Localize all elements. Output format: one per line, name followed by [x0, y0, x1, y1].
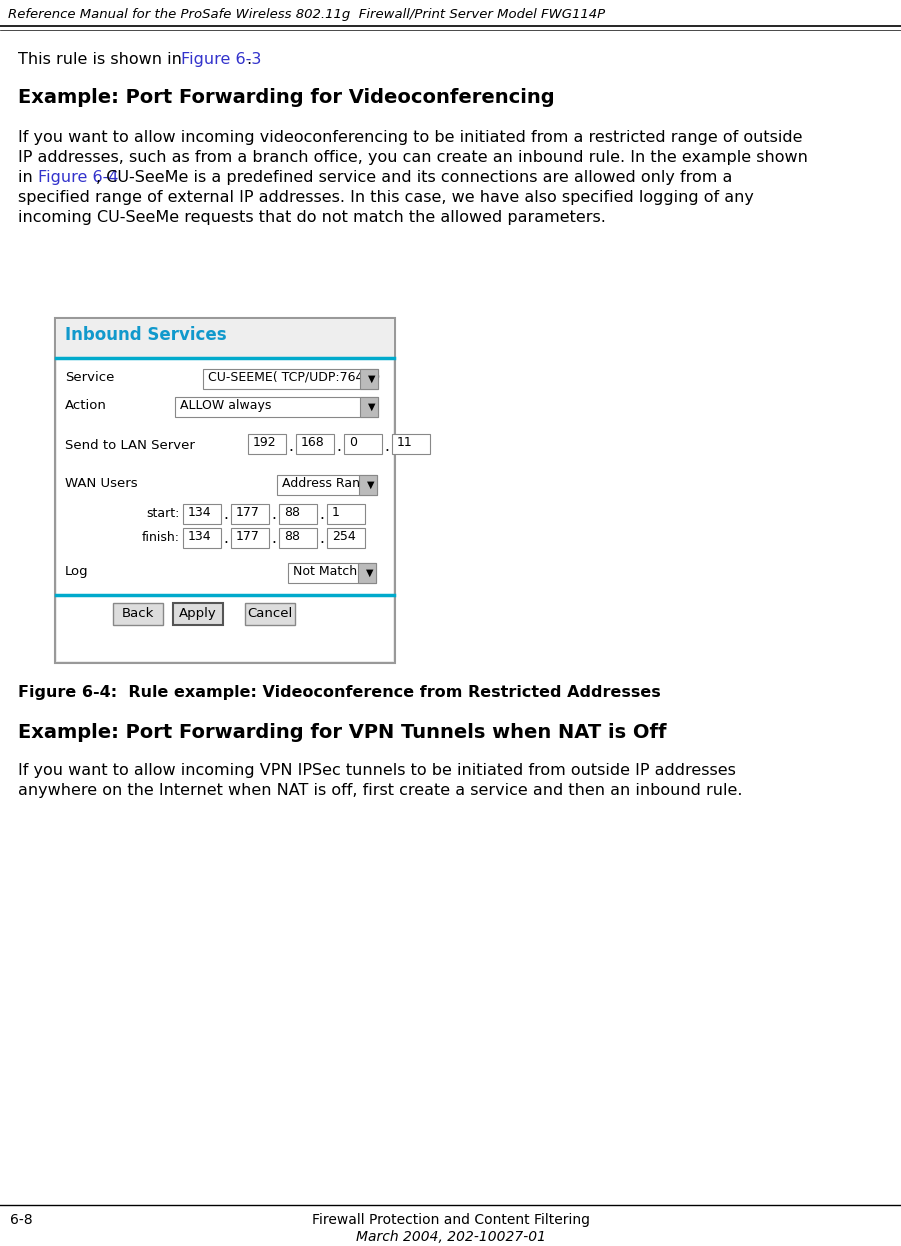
- FancyBboxPatch shape: [203, 369, 378, 389]
- FancyBboxPatch shape: [279, 528, 317, 548]
- Text: CU-SEEME( TCP/UDP:7648 ): CU-SEEME( TCP/UDP:7648 ): [208, 371, 380, 384]
- Text: Address Range: Address Range: [282, 477, 376, 490]
- Text: 177: 177: [236, 530, 259, 543]
- Text: specified range of external IP addresses. In this case, we have also specified l: specified range of external IP addresses…: [18, 189, 754, 206]
- Text: 134: 134: [188, 506, 212, 520]
- FancyBboxPatch shape: [360, 397, 378, 417]
- Text: .: .: [271, 507, 276, 522]
- Text: Not Match: Not Match: [293, 564, 357, 578]
- FancyBboxPatch shape: [359, 475, 377, 495]
- FancyBboxPatch shape: [173, 603, 223, 625]
- FancyBboxPatch shape: [55, 318, 395, 663]
- FancyBboxPatch shape: [279, 503, 317, 525]
- Text: March 2004, 202-10027-01: March 2004, 202-10027-01: [356, 1230, 545, 1244]
- FancyBboxPatch shape: [344, 434, 382, 454]
- Text: Service: Service: [65, 371, 114, 384]
- FancyBboxPatch shape: [245, 603, 295, 625]
- Text: 168: 168: [301, 436, 324, 449]
- Text: , CU-SeeMe is a predefined service and its connections are allowed only from a: , CU-SeeMe is a predefined service and i…: [96, 169, 733, 184]
- Text: If you want to allow incoming VPN IPSec tunnels to be initiated from outside IP : If you want to allow incoming VPN IPSec …: [18, 763, 736, 778]
- FancyBboxPatch shape: [231, 528, 269, 548]
- Text: 1: 1: [332, 506, 340, 520]
- FancyBboxPatch shape: [392, 434, 430, 454]
- Text: ▼: ▼: [367, 480, 375, 490]
- Text: This rule is shown in: This rule is shown in: [18, 52, 187, 67]
- Text: 254: 254: [332, 530, 356, 543]
- Text: Apply: Apply: [179, 607, 217, 621]
- Text: .: .: [319, 531, 323, 546]
- Text: .: .: [271, 531, 276, 546]
- Text: .: .: [384, 439, 389, 454]
- Text: Cancel: Cancel: [248, 607, 293, 621]
- FancyBboxPatch shape: [56, 319, 394, 358]
- Text: 134: 134: [188, 530, 212, 543]
- FancyBboxPatch shape: [327, 528, 365, 548]
- Text: WAN Users: WAN Users: [65, 477, 138, 490]
- FancyBboxPatch shape: [113, 603, 163, 625]
- FancyBboxPatch shape: [358, 563, 376, 583]
- Text: incoming CU-SeeMe requests that do not match the allowed parameters.: incoming CU-SeeMe requests that do not m…: [18, 211, 605, 226]
- Text: ALLOW always: ALLOW always: [180, 399, 271, 412]
- Text: .: .: [223, 531, 228, 546]
- FancyBboxPatch shape: [183, 503, 221, 525]
- Text: Action: Action: [65, 399, 107, 412]
- Text: 11: 11: [397, 436, 413, 449]
- Text: Send to LAN Server: Send to LAN Server: [65, 439, 195, 452]
- FancyBboxPatch shape: [248, 434, 286, 454]
- Text: Figure 6-3: Figure 6-3: [181, 52, 261, 67]
- Text: Reference Manual for the ProSafe Wireless 802.11g  Firewall/Print Server Model F: Reference Manual for the ProSafe Wireles…: [8, 7, 605, 21]
- Text: .: .: [223, 507, 228, 522]
- Text: in: in: [18, 169, 38, 184]
- Text: Firewall Protection and Content Filtering: Firewall Protection and Content Filterin…: [312, 1214, 589, 1227]
- Text: IP addresses, such as from a branch office, you can create an inbound rule. In t: IP addresses, such as from a branch offi…: [18, 150, 808, 164]
- Text: anywhere on the Internet when NAT is off, first create a service and then an inb: anywhere on the Internet when NAT is off…: [18, 782, 742, 797]
- Text: .: .: [288, 439, 293, 454]
- Text: .: .: [336, 439, 341, 454]
- Text: 0: 0: [349, 436, 357, 449]
- Text: Example: Port Forwarding for Videoconferencing: Example: Port Forwarding for Videoconfer…: [18, 88, 555, 107]
- FancyBboxPatch shape: [327, 503, 365, 525]
- FancyBboxPatch shape: [277, 475, 377, 495]
- Text: Example: Port Forwarding for VPN Tunnels when NAT is Off: Example: Port Forwarding for VPN Tunnels…: [18, 723, 667, 743]
- Text: 88: 88: [284, 506, 300, 520]
- Text: ▼: ▼: [368, 374, 376, 384]
- Text: Inbound Services: Inbound Services: [65, 326, 227, 344]
- Text: Figure 6-4: Figure 6-4: [38, 169, 119, 184]
- Text: Back: Back: [122, 607, 154, 621]
- Text: ▼: ▼: [368, 402, 376, 412]
- Text: If you want to allow incoming videoconferencing to be initiated from a restricte: If you want to allow incoming videoconfe…: [18, 130, 803, 145]
- FancyBboxPatch shape: [183, 528, 221, 548]
- Text: .: .: [319, 507, 323, 522]
- FancyBboxPatch shape: [175, 397, 378, 417]
- Text: start:: start:: [147, 507, 180, 520]
- Text: finish:: finish:: [142, 531, 180, 545]
- Text: 88: 88: [284, 530, 300, 543]
- FancyBboxPatch shape: [231, 503, 269, 525]
- Text: 192: 192: [253, 436, 277, 449]
- Text: .: .: [246, 52, 251, 67]
- FancyBboxPatch shape: [288, 563, 376, 583]
- FancyBboxPatch shape: [57, 360, 393, 660]
- FancyBboxPatch shape: [296, 434, 334, 454]
- Text: Log: Log: [65, 564, 88, 578]
- Text: 6-8: 6-8: [10, 1214, 32, 1227]
- Text: Figure 6-4:  Rule example: Videoconference from Restricted Addresses: Figure 6-4: Rule example: Videoconferenc…: [18, 685, 660, 700]
- FancyBboxPatch shape: [360, 369, 378, 389]
- Text: ▼: ▼: [366, 568, 374, 578]
- Text: 177: 177: [236, 506, 259, 520]
